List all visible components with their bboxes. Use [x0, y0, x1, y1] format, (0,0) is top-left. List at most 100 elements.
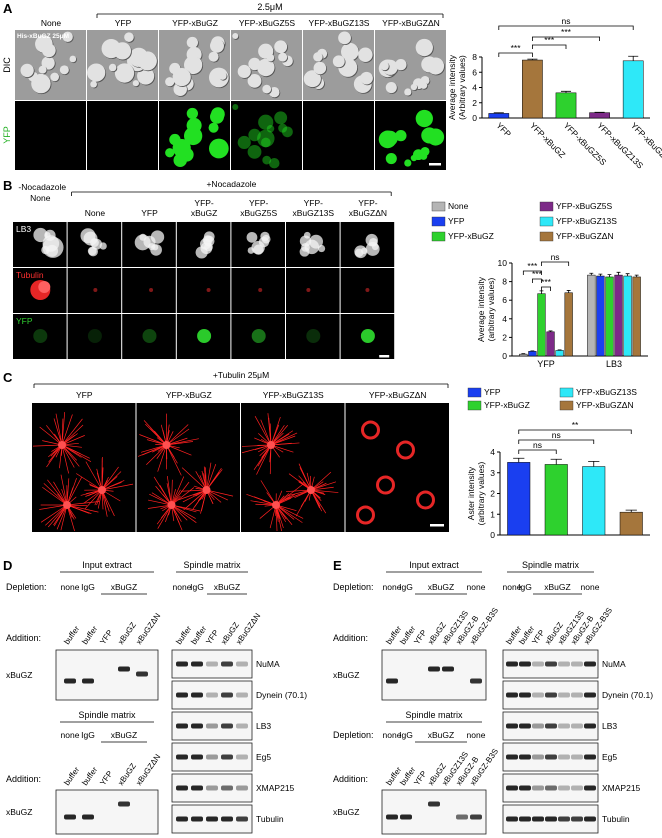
blot	[381, 649, 487, 701]
fluorescence-image	[286, 268, 340, 313]
scale-bar	[429, 163, 441, 166]
chromatin	[317, 244, 326, 253]
band	[442, 666, 454, 672]
band	[428, 666, 440, 672]
droplet	[266, 54, 275, 62]
addition-label: YFP	[98, 769, 114, 787]
fluorescence-image	[15, 101, 86, 170]
chromatin	[33, 227, 48, 243]
aster-fiber	[42, 486, 68, 506]
aster-fiber	[206, 469, 223, 491]
y-tick-label: 1	[490, 509, 495, 519]
band	[236, 816, 248, 822]
depletion-label: IgG	[81, 582, 95, 592]
bar	[589, 112, 610, 119]
y-axis-label: Average intensity	[447, 54, 457, 120]
section-title: Input extract	[409, 560, 459, 570]
droplet	[274, 40, 288, 54]
y-tick-label: 2	[502, 332, 507, 342]
depletion-label: xBuGZ	[428, 582, 454, 592]
significance-label: ***	[532, 269, 543, 279]
x-tick-label: LB3	[606, 359, 622, 369]
aster-fiber	[270, 435, 296, 446]
band	[206, 785, 218, 791]
aster-fiber	[166, 444, 192, 456]
aster-fiber	[298, 463, 312, 491]
addition-label: buffer	[80, 624, 99, 646]
fluorescence-image	[231, 268, 285, 313]
bar	[623, 275, 632, 357]
chromatin	[89, 238, 99, 248]
chromatin	[42, 236, 64, 258]
legend-label: YFP-xBuGZΔN	[556, 231, 614, 241]
y-axis-label: Average intensity	[476, 276, 486, 342]
legend-label: YFP-xBuGZΔN	[576, 400, 634, 410]
droplet	[380, 61, 389, 71]
droplet	[232, 33, 239, 40]
error-bar	[625, 273, 630, 277]
chromatin	[258, 236, 270, 248]
aster-fiber	[32, 444, 63, 447]
y-axis-label: (Arbitrary values)	[457, 55, 467, 120]
droplet	[31, 73, 51, 94]
column-label: YFP	[115, 18, 132, 28]
row-label: YFP	[16, 316, 33, 326]
droplet	[313, 52, 323, 62]
aster-core	[272, 501, 280, 509]
addition-label: buffer	[62, 624, 81, 646]
aster-fiber	[66, 476, 83, 506]
legend-swatch	[467, 400, 482, 411]
aster-fiber	[260, 480, 277, 506]
band	[64, 678, 76, 684]
aster-fiber	[270, 430, 294, 446]
band	[584, 754, 596, 760]
band	[571, 692, 583, 698]
row-heading: Addition:	[333, 633, 368, 643]
scale-bar	[430, 524, 444, 527]
depletion-label: none	[467, 582, 486, 592]
droplet	[210, 38, 224, 53]
section-title: Spindle matrix	[522, 560, 580, 570]
fluorescence-image	[241, 403, 345, 532]
aster-fiber	[171, 481, 190, 506]
droplet	[415, 109, 433, 128]
fluorescence-image	[67, 314, 122, 359]
legend-swatch	[467, 387, 482, 398]
band	[545, 692, 557, 698]
band	[191, 692, 203, 698]
depletion-label: none	[581, 582, 600, 592]
droplet	[218, 142, 227, 151]
aster-core	[267, 441, 275, 449]
bar	[522, 59, 543, 119]
band	[558, 816, 570, 822]
droplet	[218, 71, 227, 80]
band	[506, 661, 518, 667]
aster-fiber	[60, 474, 68, 506]
aster-fiber	[157, 504, 172, 529]
microtubules	[149, 288, 154, 292]
blot-label: xBuGZ	[6, 807, 32, 817]
droplet	[210, 109, 224, 124]
blot-label: Eg5	[256, 752, 271, 762]
band	[400, 814, 412, 820]
significance-bracket	[498, 25, 634, 30]
aster-fiber	[61, 418, 64, 446]
significance-label: **	[572, 420, 579, 430]
aster-fiber	[139, 434, 167, 446]
aster-fiber	[61, 444, 69, 474]
yfp-signal	[33, 329, 48, 343]
chromatin	[99, 242, 107, 250]
aster-core	[98, 486, 106, 494]
droplet	[172, 67, 191, 87]
band	[64, 814, 76, 820]
droplet	[427, 57, 445, 75]
x-tick-label: YFP	[537, 359, 555, 369]
aster-fiber	[286, 489, 312, 492]
droplet	[20, 63, 34, 78]
aster-fiber	[206, 463, 217, 491]
band	[456, 814, 468, 820]
band	[519, 661, 531, 667]
error-bar	[550, 458, 562, 465]
band	[236, 785, 248, 791]
aster-fiber	[56, 504, 68, 530]
